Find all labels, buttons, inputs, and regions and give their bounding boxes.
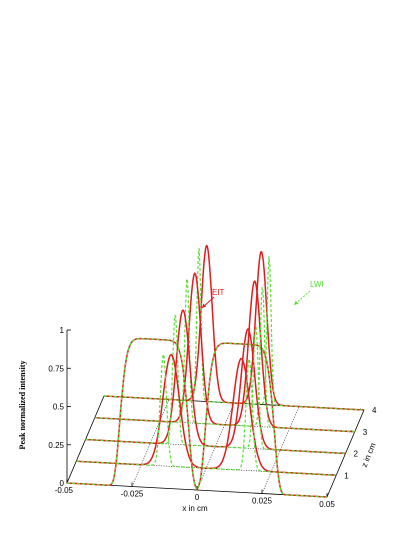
z-tick-label: 1 <box>344 471 349 480</box>
z-tick-label: 3 <box>363 428 368 437</box>
lwi-curve-z4 <box>104 248 364 411</box>
x-tick-label: 0.05 <box>319 500 335 509</box>
x-tick-label: 0 <box>195 493 200 502</box>
grid-line-x <box>261 406 300 494</box>
x-tick-label: -0.025 <box>121 490 144 499</box>
lwi-curve-z0 <box>67 338 327 498</box>
eit-curve-z4 <box>104 244 364 411</box>
eit-annotation: EIT <box>201 288 225 309</box>
lwi-curve-z1 <box>76 353 337 476</box>
lwi-annotation-arrowhead <box>294 300 299 305</box>
x-tick-label: 0.025 <box>252 497 273 506</box>
lwi-annotation-label: LWI <box>310 280 324 289</box>
y-tick-label: 0 <box>60 479 65 488</box>
lwi-curve-z3 <box>94 278 355 433</box>
eit-curve-z2 <box>85 309 346 455</box>
y-axis-label: Peak normalized intensity <box>18 361 27 450</box>
eit-annotation-label: EIT <box>212 288 225 297</box>
x-tick-label: -0.05 <box>55 486 74 495</box>
grid-line-x <box>196 402 235 491</box>
z-tick-label: 4 <box>372 406 377 415</box>
y-tick-label: 0.75 <box>48 364 64 373</box>
y-tick-label: 0.25 <box>48 441 64 450</box>
z-axis-label: z in cm <box>360 441 378 468</box>
y-tick-label: 0.5 <box>53 403 65 412</box>
series-curves <box>67 244 364 498</box>
lwi-curve-z2 <box>85 314 346 455</box>
lwi-annotation: LWI <box>293 280 324 306</box>
tick-labels: 0 0.25 0.5 0.75 1 -0.05 -0.025 0 0.025 0.05 1 2 3 4 <box>48 326 377 509</box>
eit-annotation-arrowhead <box>202 303 207 308</box>
x-axis-label: x in cm <box>182 504 208 513</box>
grid-line-x <box>131 399 170 487</box>
y-tick-label: 1 <box>60 326 65 335</box>
z-tick-label: 2 <box>354 450 359 459</box>
eit-curve-z3 <box>94 272 355 433</box>
